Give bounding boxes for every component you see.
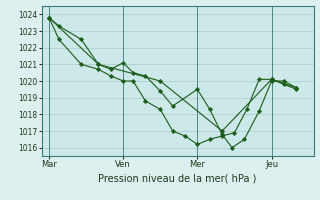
- X-axis label: Pression niveau de la mer( hPa ): Pression niveau de la mer( hPa ): [99, 173, 257, 183]
